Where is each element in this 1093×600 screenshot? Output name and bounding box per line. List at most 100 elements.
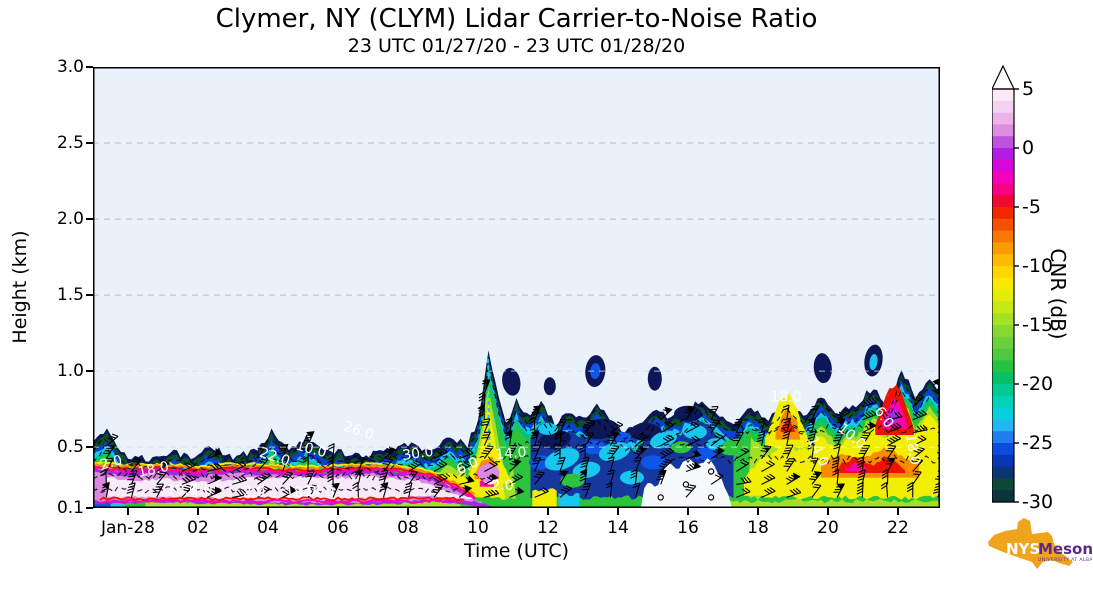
plot-area: 2.0 18.0 10.0 4.0 2.0 18.0 14.0 22.0 10.0 26.0 30.… <box>92 67 953 508</box>
wind-barb-icon <box>635 433 648 447</box>
wind-barb-icon <box>732 431 744 446</box>
wind-barb-icon <box>881 468 889 485</box>
wind-barb-icon <box>736 459 750 472</box>
colorbar-outline <box>992 88 1015 503</box>
wind-barb-icon <box>433 460 448 472</box>
wind-pennant-icon <box>477 403 485 412</box>
wind-barb-icon <box>100 468 107 485</box>
wind-barb-icon <box>257 485 271 498</box>
wind-barb-icon <box>836 408 851 421</box>
calm-wind-icon <box>682 481 690 488</box>
colorbar-tick-label: 0 <box>1022 137 1035 159</box>
x-axis-label: Time (UTC) <box>463 540 570 562</box>
cnr-blob <box>538 422 558 435</box>
wind-barb-icon <box>831 456 840 472</box>
wind-barb-icon <box>710 433 724 447</box>
cnr-blob <box>590 363 601 380</box>
wind-barb-icon <box>382 458 394 472</box>
wind-barb-icon <box>533 471 545 485</box>
contour-label: 2.0 <box>243 485 265 501</box>
colorbar-band <box>992 431 1014 444</box>
wind-barb-icon <box>352 481 359 498</box>
wind-barb-icon <box>862 409 877 421</box>
wind-barb-icon <box>481 445 494 459</box>
wind-barb-icon <box>458 448 474 460</box>
wind-barb-icon <box>912 458 924 472</box>
y-tick-mark <box>86 507 93 509</box>
x-tick-label: 16 <box>677 518 699 538</box>
bottom-strip <box>688 498 940 508</box>
wind-barb-icon <box>356 456 365 472</box>
wind-barb-icon <box>607 445 620 459</box>
wind-barb-icon <box>481 431 491 446</box>
wind-barb-icon <box>783 458 796 472</box>
wind-barb-icon <box>912 471 922 485</box>
wind-barb-icon <box>906 481 914 498</box>
bottom-strip <box>558 492 580 508</box>
wind-barb-icon <box>708 405 719 421</box>
x-tick-mark <box>477 508 479 515</box>
wind-barb-icon <box>912 424 928 434</box>
colorbar-band <box>992 148 1014 161</box>
wind-barb-icon <box>232 475 248 485</box>
contour-label: 18.0 <box>285 483 317 502</box>
wind-barb-icon <box>782 404 790 420</box>
cnr-blob <box>502 367 521 396</box>
wind-pennant-icon <box>517 486 525 495</box>
wind-barb-icon <box>880 481 889 498</box>
cnr-blob <box>560 473 585 488</box>
colorbar-over-arrow <box>992 64 1015 90</box>
colorbar-tick-label: -25 <box>1022 432 1054 454</box>
y-tick-mark <box>86 294 93 296</box>
wind-barb-icon <box>105 433 119 447</box>
wind-barb-icon <box>761 486 776 498</box>
wind-barb-icon <box>559 485 573 498</box>
wind-barb-icon <box>856 481 864 498</box>
wind-barb-icon <box>862 397 877 408</box>
wind-barb-icon <box>736 476 752 485</box>
wind-barb-icon <box>458 460 473 472</box>
x-tick-mark <box>197 508 199 515</box>
wind-barb-icon <box>433 447 448 460</box>
colorbar-band <box>992 372 1014 385</box>
calm-wind-icon <box>707 494 715 501</box>
y-tick-label: 2.0 <box>56 209 84 230</box>
wind-barb-icon <box>582 419 596 434</box>
x-tick-label: 04 <box>257 518 279 538</box>
wind-barb-icon <box>781 417 792 433</box>
wind-barb-icon <box>886 445 897 459</box>
wind-barb-icon <box>912 394 925 408</box>
colorbar-band <box>992 490 1014 503</box>
ny-state-shape <box>988 518 1073 569</box>
wind-barb-icon <box>257 445 267 459</box>
wind-barb-icon <box>658 458 672 472</box>
wind-barb-icon <box>431 484 444 498</box>
wind-barb-icon <box>105 457 114 472</box>
wind-barb-icon <box>761 460 775 472</box>
wind-barb-icon <box>407 460 422 472</box>
wind-pennant-icon <box>869 421 877 430</box>
wind-barb-icon <box>531 444 542 459</box>
wind-barb-icon <box>912 446 925 460</box>
colorbar-band <box>992 407 1014 420</box>
wind-barb-icon <box>733 418 743 433</box>
wind-barb-icon <box>685 484 697 498</box>
wind-pennant-icon <box>214 448 223 457</box>
y-tick-label: 1.5 <box>56 285 84 306</box>
wind-barb-icon <box>736 447 750 460</box>
colorbar-band <box>992 277 1014 291</box>
wind-barb-icon <box>127 469 138 485</box>
colorbar-band <box>992 254 1014 267</box>
wind-barb-icon <box>708 419 721 434</box>
wind-pennant-icon <box>162 459 171 468</box>
contour-label: 10.0 <box>167 482 198 498</box>
chart-title: Clymer, NY (CLYM) Lidar Carrier-to-Noise… <box>215 4 818 34</box>
colorbar-band <box>992 443 1014 456</box>
wind-barb-icon <box>302 443 310 459</box>
colorbar-band <box>992 313 1014 326</box>
colorbar-band <box>992 100 1014 114</box>
wind-pennant-icon <box>482 379 491 387</box>
nys-mesonet-logo: NYS Mesonet UNIVERSITY AT ALBANY <box>988 518 1092 569</box>
contour-label: 18.0 <box>902 433 923 466</box>
